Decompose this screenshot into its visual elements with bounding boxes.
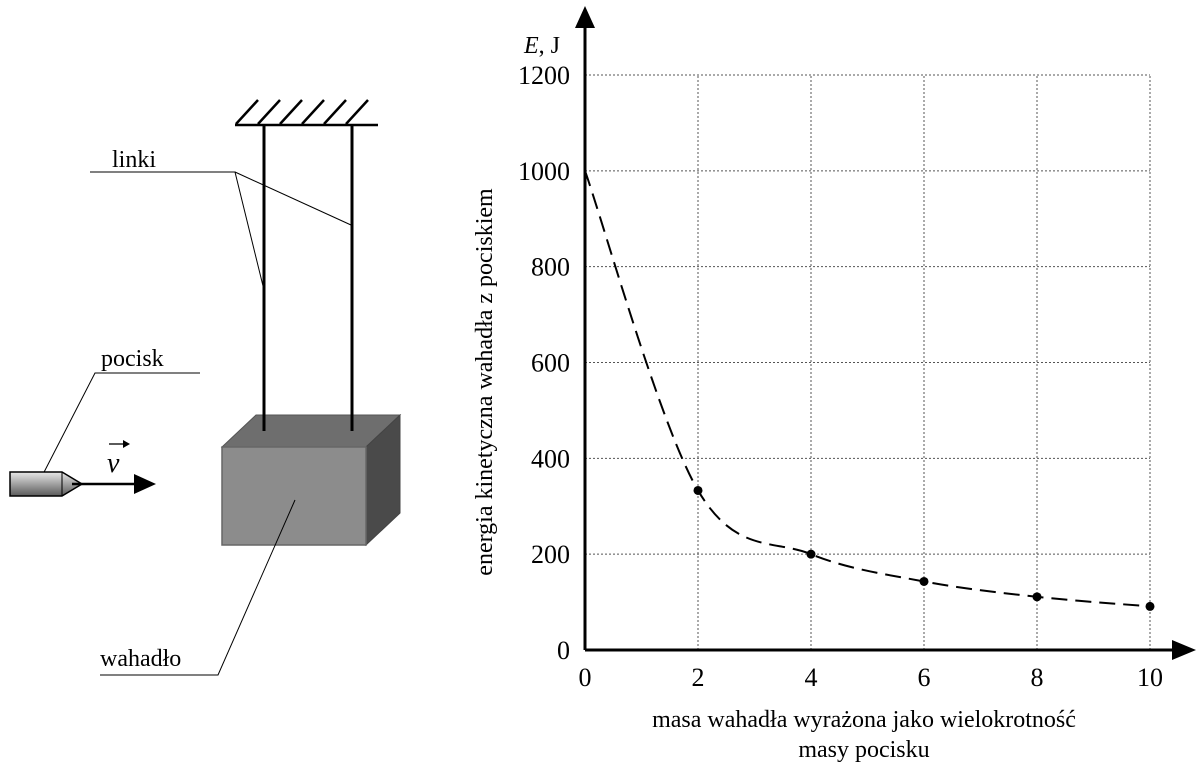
- velocity-symbol: v: [107, 448, 120, 479]
- x-axis-arrow-icon: [1172, 640, 1196, 660]
- y-tick-label: 0: [557, 636, 570, 665]
- pendulum-block: [220, 413, 402, 547]
- x-tick-label: 2: [692, 663, 705, 692]
- x-tick-label: 6: [918, 663, 931, 692]
- bullet-leader-line: [39, 372, 200, 481]
- chart-axes: [575, 6, 1196, 660]
- pendulum-diagram: linki pocisk wahadło v: [9, 99, 402, 676]
- velocity-vector-arrow-icon: [109, 440, 130, 448]
- data-points: [693, 485, 1155, 611]
- y-tick-label: 600: [531, 349, 570, 378]
- pendulum-leader-line: [100, 499, 296, 676]
- data-point: [919, 576, 929, 586]
- data-point: [1145, 601, 1155, 611]
- x-tick-label: 4: [805, 663, 818, 692]
- y-tick-label: 800: [531, 253, 570, 282]
- bullet: [9, 471, 84, 497]
- pendulum-strings: [262, 125, 354, 431]
- data-point: [806, 549, 816, 559]
- velocity-arrow: [72, 474, 156, 494]
- strings-label: linki: [112, 147, 156, 173]
- data-point: [1032, 592, 1042, 602]
- y-tick-label: 400: [531, 444, 570, 473]
- y-tick-label: 1200: [518, 61, 570, 90]
- pendulum-label: wahadło: [100, 646, 181, 672]
- x-axis-label-line-1: masa wahadła wyrażona jako wielokrotność: [652, 707, 1076, 733]
- strings-leader-line: [90, 171, 265, 291]
- y-tick-label: 200: [531, 540, 570, 569]
- chart-grid: [585, 74, 1151, 650]
- y-tick-label: 1000: [518, 157, 570, 186]
- bullet-label: pocisk: [101, 346, 164, 372]
- x-axis-label-line-2: masy pocisku: [798, 737, 929, 763]
- y-axis-label: energia kinetyczna wahadła z pociskiem: [472, 188, 498, 576]
- ceiling-support: [235, 99, 378, 127]
- data-point: [693, 485, 703, 495]
- energy-curve: [584, 170, 1151, 608]
- x-tick-label: 10: [1137, 663, 1163, 692]
- y-axis-symbol: E, J: [523, 33, 560, 59]
- chart-tick-labels: 0 2 4 6 8 10 0 200 400 600 800 1000 1200: [518, 61, 1163, 692]
- chart: 0 2 4 6 8 10 0 200 400 600 800 1000 1200 E, J energi…: [472, 6, 1196, 763]
- x-tick-label: 8: [1031, 663, 1044, 692]
- strings-leader-line-2: [234, 171, 352, 226]
- y-axis-arrow-icon: [575, 6, 595, 28]
- x-tick-label: 0: [579, 663, 592, 692]
